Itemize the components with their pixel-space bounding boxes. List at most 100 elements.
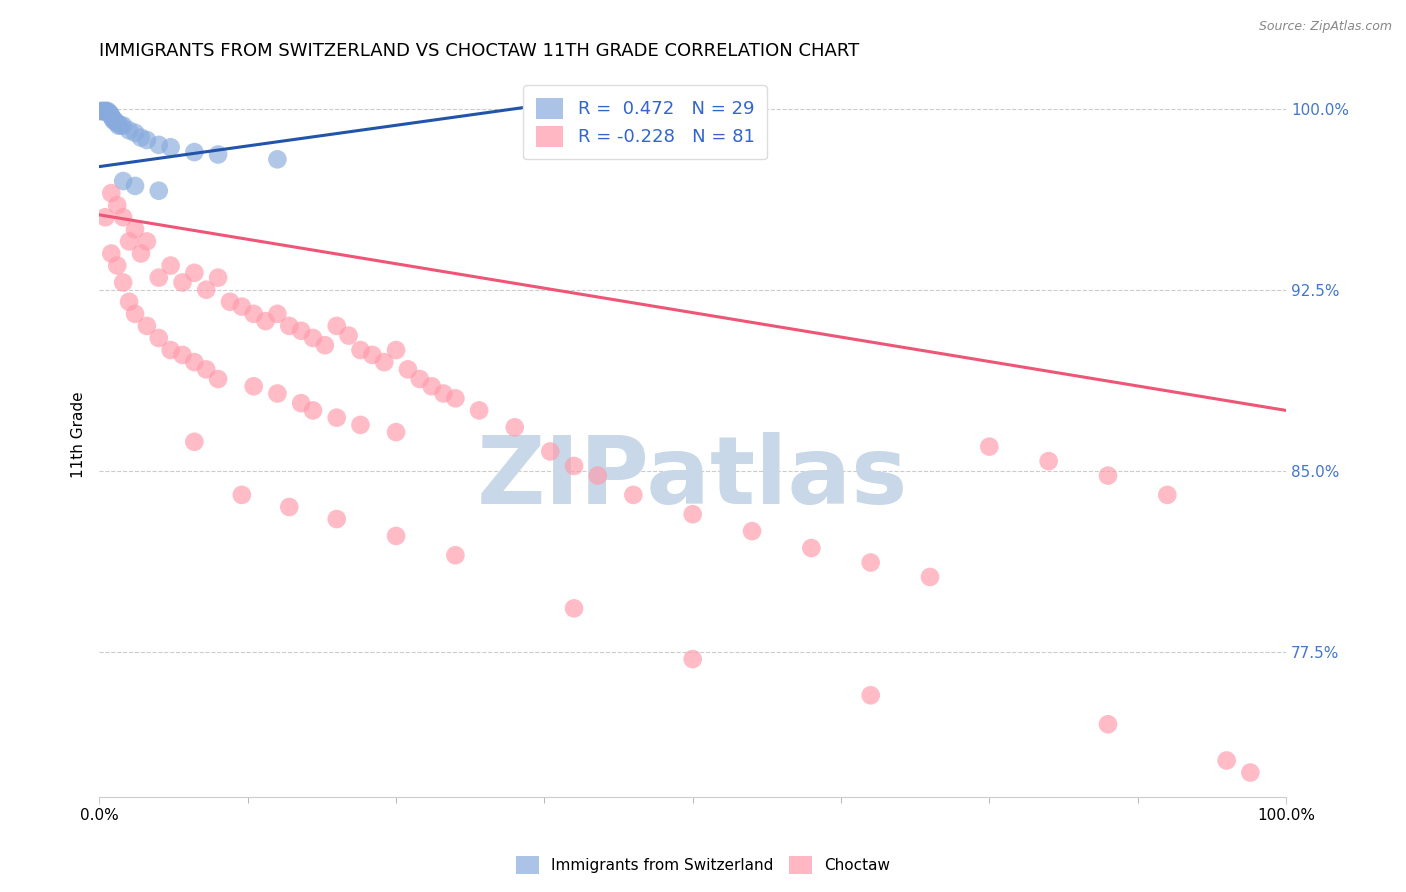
Point [918,570,941,584]
Point [183,434,205,449]
Legend: Immigrants from Switzerland, Choctaw: Immigrants from Switzerland, Choctaw [510,850,896,880]
Point [503,420,526,434]
Point [337,328,360,343]
Point [266,307,288,321]
Point [242,307,264,321]
Point [101,112,124,126]
Point [290,324,312,338]
Point [112,174,135,188]
Point [159,343,181,357]
Point [159,259,181,273]
Point [231,488,253,502]
Text: ZIPatlas: ZIPatlas [477,432,908,524]
Point [112,211,135,225]
Point [112,276,135,290]
Point [110,119,132,133]
Point [326,512,349,526]
Point [93,103,115,118]
Point [118,235,141,249]
Point [682,507,704,521]
Point [859,556,882,570]
Point [349,417,371,432]
Point [409,372,432,386]
Point [112,119,135,133]
Point [105,198,128,212]
Point [859,688,882,702]
Point [444,548,467,562]
Point [100,109,122,123]
Point [326,410,349,425]
Text: IMMIGRANTS FROM SWITZERLAND VS CHOCTAW 11TH GRADE CORRELATION CHART: IMMIGRANTS FROM SWITZERLAND VS CHOCTAW 1… [100,42,859,60]
Point [118,294,141,309]
Point [97,106,120,120]
Point [302,331,325,345]
Point [183,355,205,369]
Point [207,147,229,161]
Legend: R =  0.472   N = 29, R = -0.228   N = 81: R = 0.472 N = 29, R = -0.228 N = 81 [523,85,768,160]
Y-axis label: 11th Grade: 11th Grade [72,392,86,478]
Point [242,379,264,393]
Point [124,126,146,140]
Point [219,294,242,309]
Point [231,300,253,314]
Point [124,307,146,321]
Point [135,318,157,333]
Point [420,379,443,393]
Point [183,145,205,160]
Point [385,425,408,439]
Point [538,444,561,458]
Point [135,133,157,147]
Point [94,103,117,118]
Point [94,211,117,225]
Point [621,488,644,502]
Point [326,318,349,333]
Point [104,113,127,128]
Point [432,386,454,401]
Point [129,130,152,145]
Point [207,270,229,285]
Point [118,123,141,137]
Point [105,259,128,273]
Point [1215,754,1237,768]
Point [96,103,118,118]
Point [396,362,419,376]
Point [148,184,170,198]
Point [266,386,288,401]
Point [254,314,277,328]
Point [172,348,194,362]
Point [90,103,112,118]
Point [159,140,181,154]
Point [90,103,112,118]
Point [444,392,467,406]
Point [207,372,229,386]
Point [124,178,146,193]
Point [1156,488,1178,502]
Text: Source: ZipAtlas.com: Source: ZipAtlas.com [1258,20,1392,33]
Point [1097,468,1119,483]
Point [195,362,218,376]
Point [385,343,408,357]
Point [562,601,585,615]
Point [266,153,288,167]
Point [1239,765,1261,780]
Point [385,529,408,543]
Point [103,113,125,128]
Point [107,119,129,133]
Point [349,343,371,357]
Point [302,403,325,417]
Point [1038,454,1060,468]
Point [290,396,312,410]
Point [91,103,114,118]
Point [278,500,301,514]
Point [314,338,336,352]
Point [800,541,823,555]
Point [148,137,170,152]
Point [468,403,491,417]
Point [135,235,157,249]
Point [979,440,1001,454]
Point [148,270,170,285]
Point [100,246,122,260]
Point [97,103,120,118]
Point [682,652,704,666]
Point [373,355,395,369]
